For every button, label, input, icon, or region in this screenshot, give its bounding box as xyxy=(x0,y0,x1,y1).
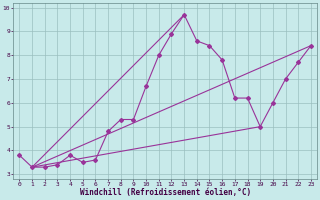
X-axis label: Windchill (Refroidissement éolien,°C): Windchill (Refroidissement éolien,°C) xyxy=(80,188,251,197)
